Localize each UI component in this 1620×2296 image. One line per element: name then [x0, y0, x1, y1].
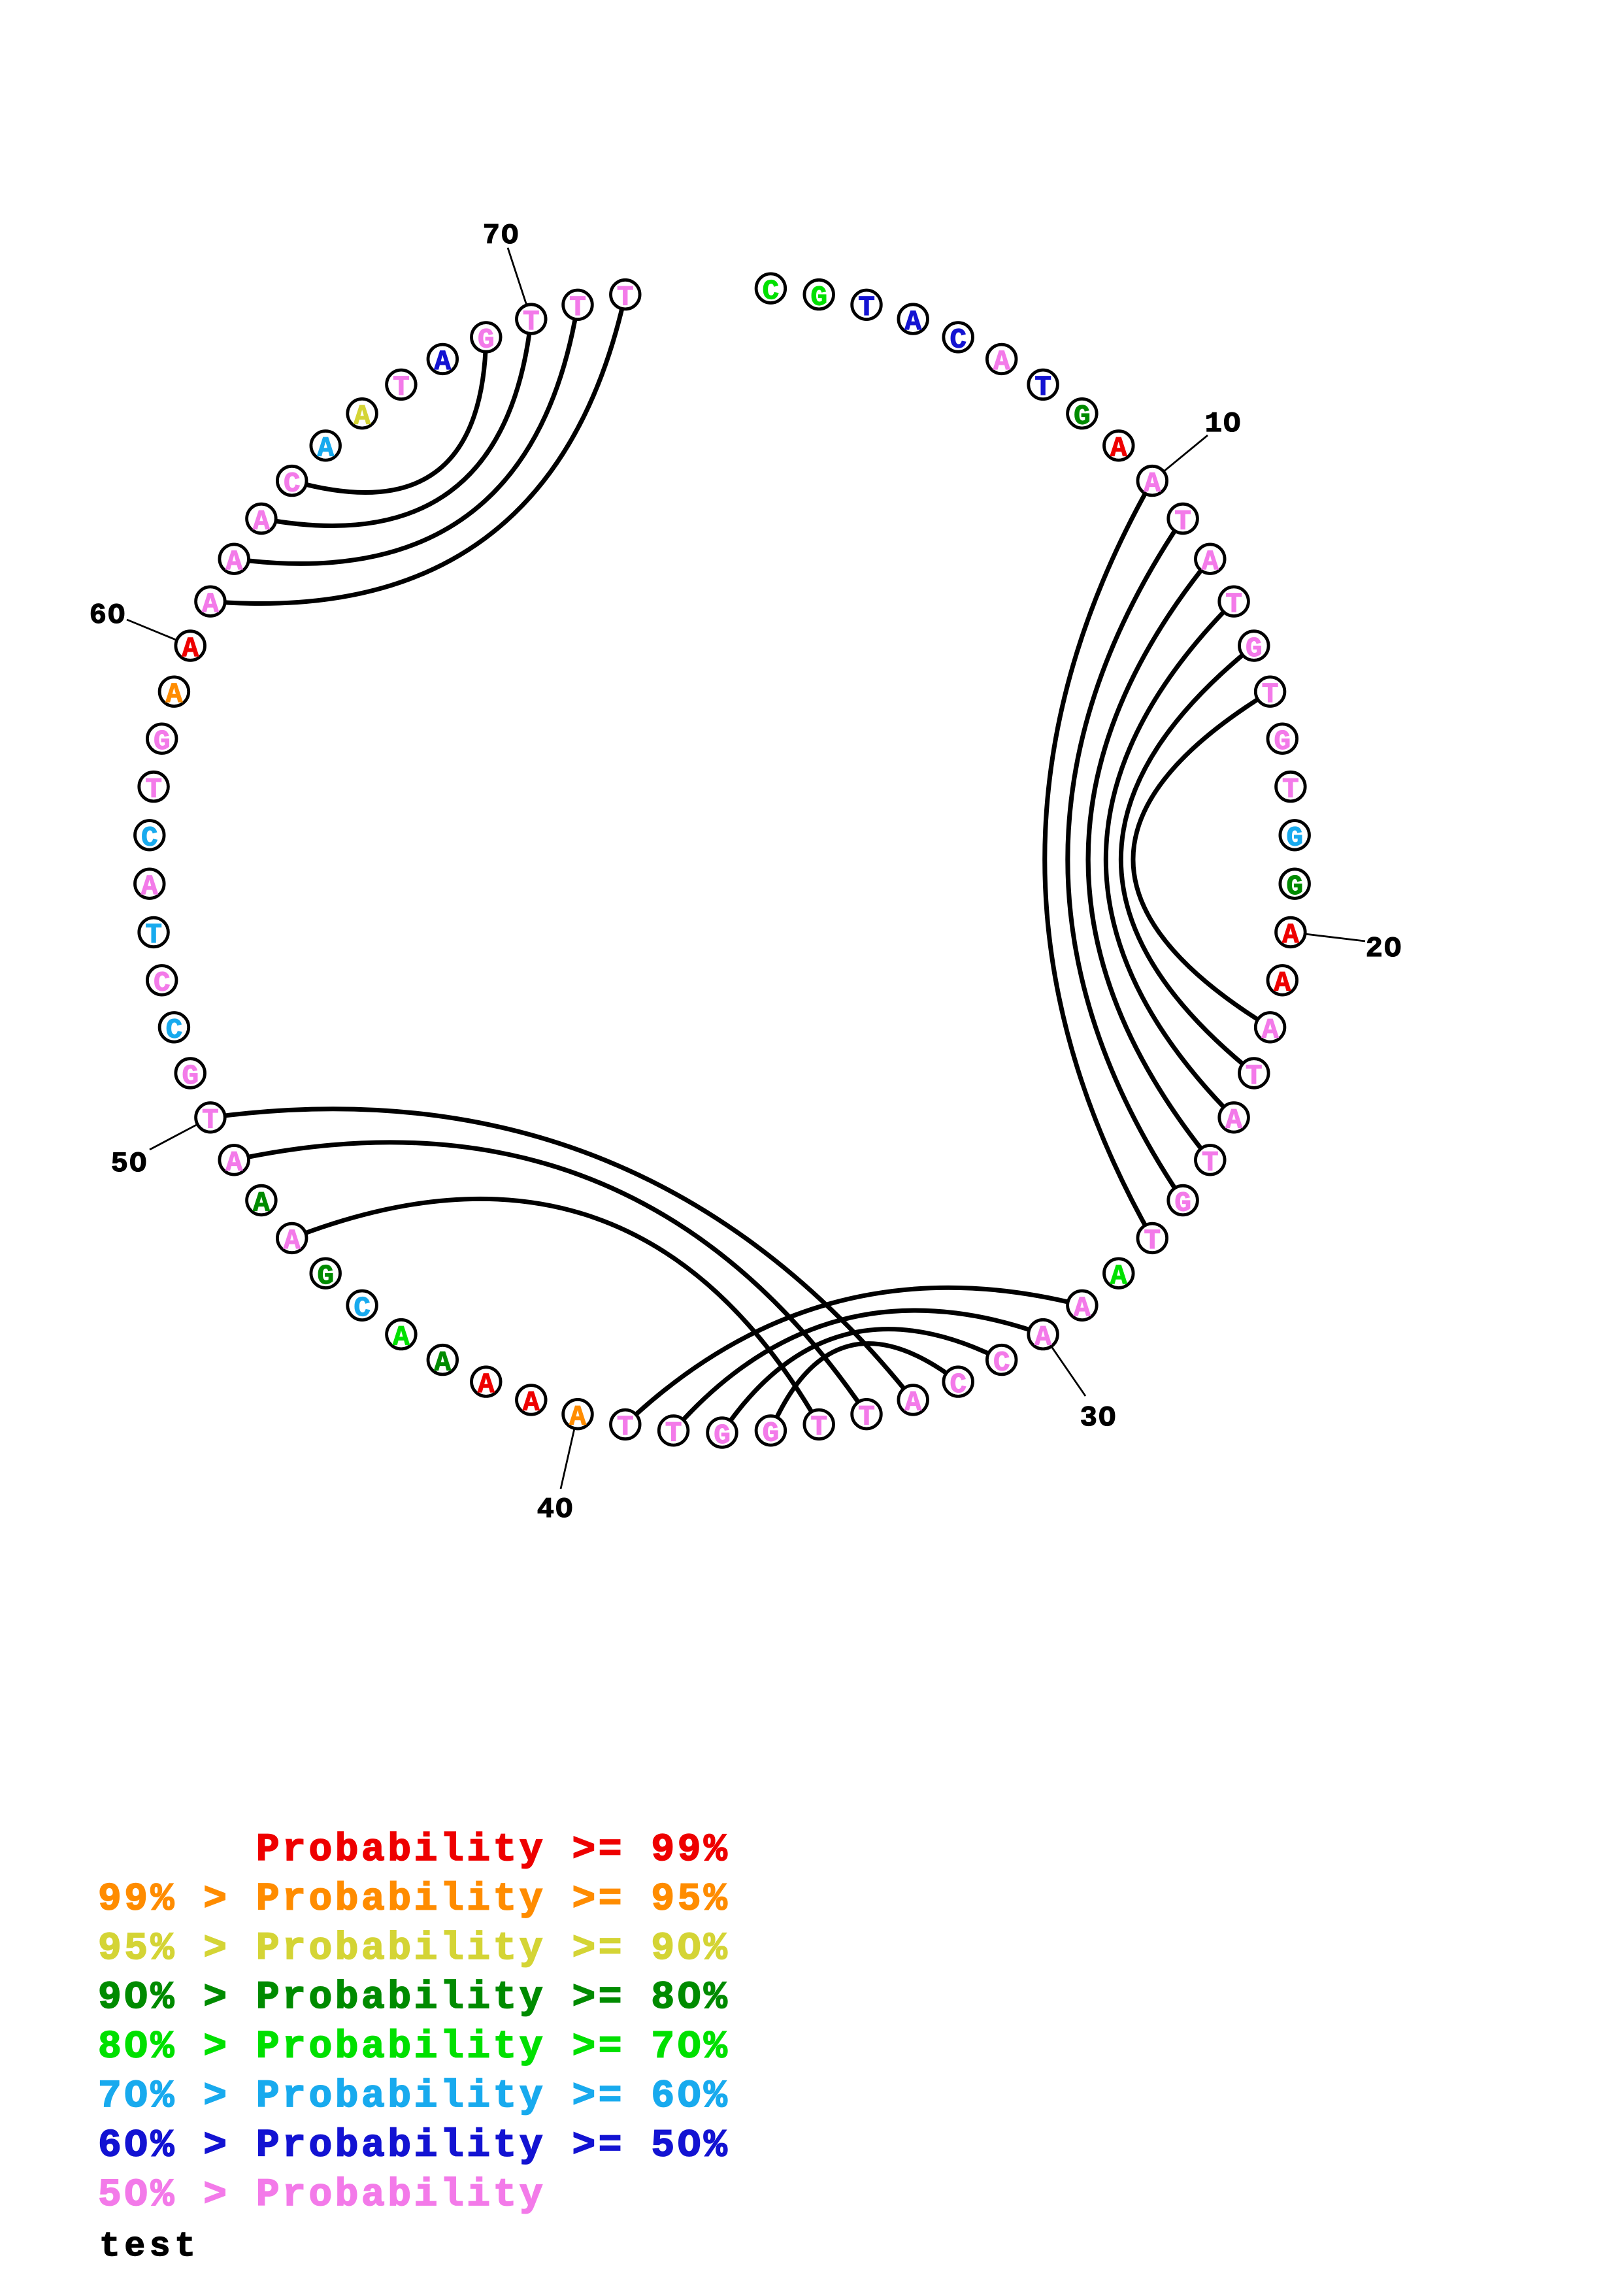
svg-text:1O: 1O — [1205, 408, 1242, 441]
svg-text:test: test — [99, 2227, 200, 2266]
svg-text:A: A — [569, 1402, 586, 1433]
svg-text:T: T — [810, 1412, 827, 1443]
svg-text:9O% > Probability >= 8O%: 9O% > Probability >= 8O% — [98, 1975, 730, 2020]
svg-text:2O: 2O — [1366, 933, 1403, 965]
svg-text:T: T — [145, 774, 162, 805]
svg-text:T: T — [393, 372, 410, 403]
svg-text:G: G — [714, 1420, 731, 1452]
svg-text:A: A — [354, 401, 371, 433]
svg-text:T: T — [858, 1402, 875, 1433]
svg-text:A: A — [1282, 920, 1299, 951]
svg-text:G: G — [1074, 401, 1091, 433]
svg-text:A: A — [225, 1148, 242, 1179]
svg-text:G: G — [1274, 726, 1291, 757]
svg-text:T: T — [665, 1418, 682, 1450]
svg-text:T: T — [617, 1412, 634, 1443]
svg-text:T: T — [1282, 774, 1299, 805]
svg-text:C: C — [166, 1015, 183, 1046]
svg-text:A: A — [1202, 546, 1219, 578]
svg-text:C: C — [950, 1369, 967, 1401]
svg-text:G: G — [1286, 823, 1303, 854]
svg-text:G: G — [182, 1061, 199, 1092]
svg-text:A: A — [253, 506, 270, 537]
svg-text:C: C — [993, 1347, 1010, 1378]
svg-text:4O: 4O — [537, 1493, 574, 1526]
svg-text:T: T — [202, 1105, 219, 1137]
svg-text:A: A — [993, 346, 1010, 378]
svg-text:G: G — [1174, 1188, 1191, 1219]
svg-text:G: G — [1246, 633, 1263, 665]
svg-text:A: A — [225, 546, 242, 578]
svg-text:G: G — [1286, 871, 1303, 903]
svg-text:A: A — [904, 307, 921, 338]
svg-text:T: T — [1202, 1148, 1219, 1179]
svg-text:C: C — [950, 325, 967, 356]
svg-text:A: A — [393, 1322, 410, 1353]
svg-text:C: C — [154, 968, 171, 999]
svg-text:T: T — [1262, 679, 1279, 710]
svg-text:A: A — [1110, 433, 1127, 465]
svg-text:A: A — [1034, 1322, 1051, 1353]
svg-text:T: T — [569, 292, 586, 324]
svg-text:C: C — [284, 468, 301, 499]
svg-text:7O: 7O — [483, 220, 520, 252]
svg-text:7O% > Probability >= 6O%: 7O% > Probability >= 6O% — [98, 2074, 730, 2118]
svg-text:G: G — [154, 726, 171, 757]
svg-text:G: G — [478, 325, 495, 356]
svg-text:A: A — [1262, 1015, 1279, 1046]
svg-text:A: A — [1144, 468, 1161, 499]
svg-text:A: A — [435, 346, 452, 378]
svg-text:A: A — [1110, 1261, 1127, 1292]
svg-text:G: G — [810, 282, 827, 313]
svg-text:T: T — [617, 282, 634, 313]
svg-text:3O: 3O — [1080, 1402, 1117, 1435]
svg-text:8O% > Probability >= 7O%: 8O% > Probability >= 7O% — [98, 2025, 730, 2069]
svg-text:5O% > Probability: 5O% > Probability — [98, 2172, 546, 2217]
svg-text:A: A — [317, 433, 334, 465]
svg-text:A: A — [904, 1388, 921, 1419]
svg-text:T: T — [1034, 372, 1051, 403]
svg-text:A: A — [284, 1225, 301, 1257]
svg-text:6O% > Probability >= 5O%: 6O% > Probability >= 5O% — [98, 2123, 730, 2167]
svg-text:T: T — [523, 307, 540, 338]
svg-text:A: A — [523, 1388, 540, 1419]
svg-text:T: T — [1174, 506, 1191, 537]
svg-text:C: C — [763, 276, 780, 307]
svg-text:T: T — [1225, 589, 1242, 620]
svg-text:T: T — [1144, 1225, 1161, 1257]
svg-text:A: A — [435, 1347, 452, 1378]
svg-text:T: T — [145, 920, 162, 951]
svg-text:A: A — [478, 1369, 495, 1401]
svg-text:G: G — [317, 1261, 334, 1292]
svg-text:T: T — [1246, 1061, 1263, 1092]
svg-text:95% > Probability >= 9O%: 95% > Probability >= 9O% — [98, 1926, 730, 1971]
svg-text:6O: 6O — [90, 599, 127, 632]
svg-text:5O: 5O — [111, 1148, 148, 1180]
svg-text:A: A — [182, 633, 199, 665]
svg-text:99% > Probability >= 95%: 99% > Probability >= 95% — [98, 1876, 730, 1921]
svg-text:A: A — [1074, 1293, 1091, 1324]
svg-text:A: A — [1274, 968, 1291, 999]
svg-text:A: A — [141, 871, 158, 903]
svg-text:T: T — [858, 292, 875, 324]
svg-text:A: A — [202, 589, 219, 620]
svg-text:G: G — [763, 1418, 780, 1450]
svg-text:Probability >= 99%: Probability >= 99% — [98, 1827, 730, 1872]
svg-text:C: C — [141, 823, 158, 854]
svg-text:A: A — [253, 1188, 270, 1219]
svg-text:C: C — [354, 1293, 371, 1324]
svg-text:A: A — [1225, 1105, 1242, 1137]
svg-text:A: A — [166, 679, 183, 710]
